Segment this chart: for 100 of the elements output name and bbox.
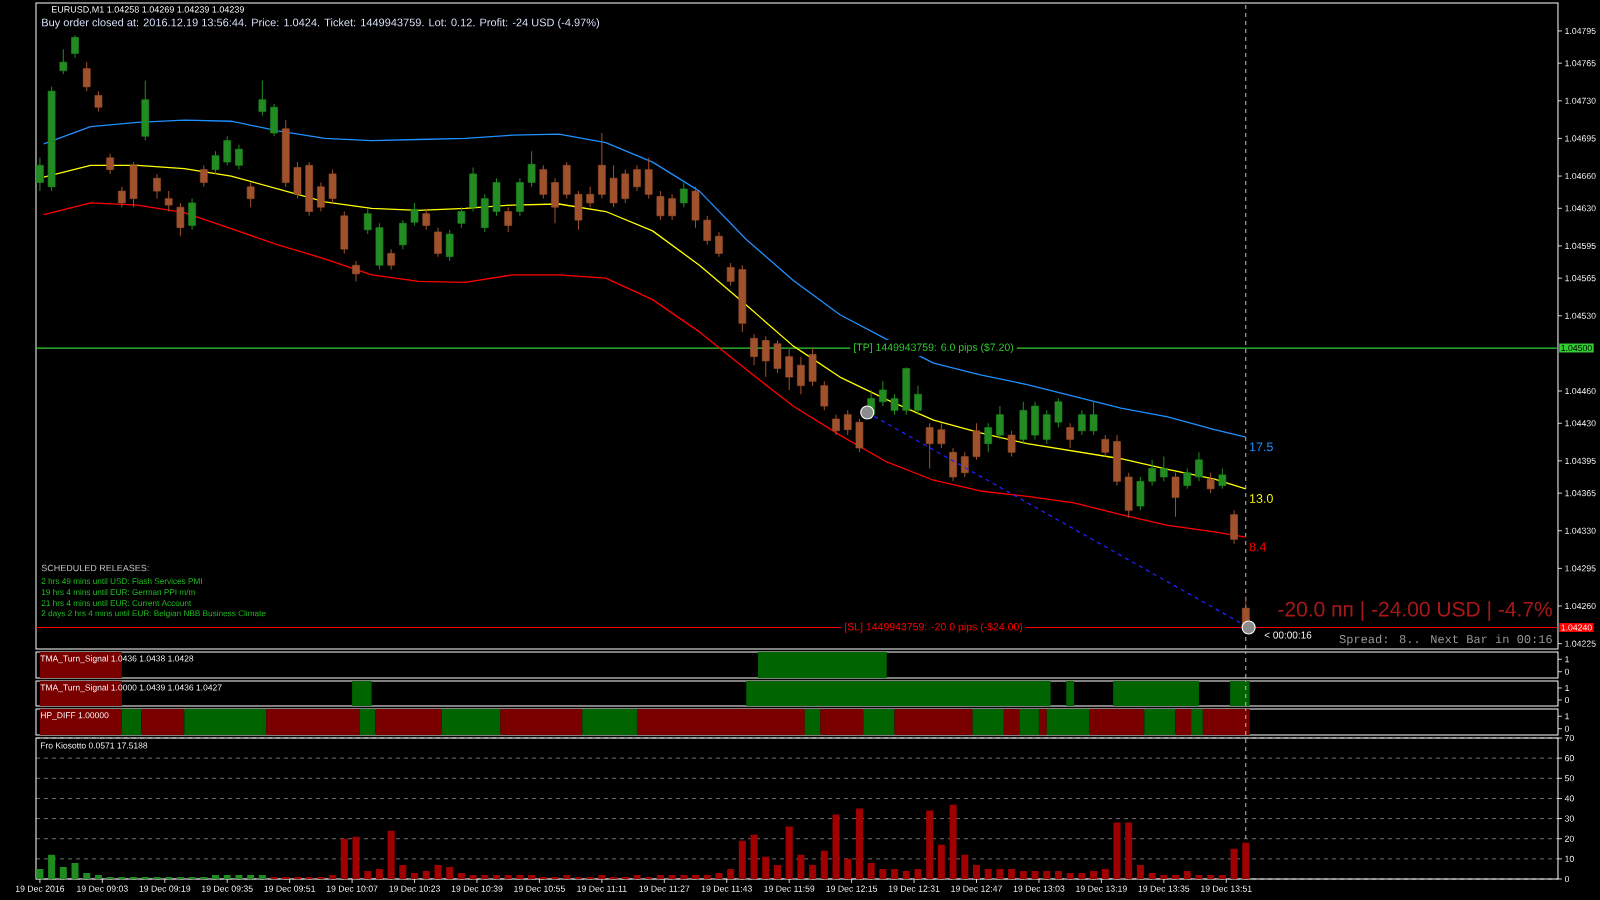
candlestick bbox=[527, 150, 536, 188]
bar bbox=[656, 874, 664, 879]
candlestick bbox=[1101, 434, 1110, 458]
bar bbox=[305, 876, 313, 879]
candlestick bbox=[445, 229, 454, 262]
candlestick bbox=[94, 90, 103, 113]
y-tick-label: 1.04695 bbox=[1565, 135, 1596, 142]
y-tick-label: 60 bbox=[1565, 755, 1574, 762]
y-tick-label: 30 bbox=[1564, 815, 1574, 822]
bar bbox=[867, 862, 875, 879]
candlestick bbox=[937, 422, 946, 449]
bar bbox=[680, 874, 688, 879]
x-tick-label: 19 Dec 12:15 bbox=[826, 885, 878, 892]
bar bbox=[293, 876, 301, 879]
annotation: Spread: 8.. Next Bar in 00:16 bbox=[1339, 634, 1552, 646]
candlestick bbox=[1089, 400, 1098, 436]
bar bbox=[1054, 870, 1062, 879]
y-tick-label: 1.04330 bbox=[1565, 527, 1596, 534]
bar bbox=[961, 854, 969, 879]
y-tick-label: 50 bbox=[1564, 775, 1574, 782]
bar bbox=[83, 872, 91, 879]
bar bbox=[1125, 822, 1133, 879]
candlestick bbox=[843, 409, 852, 436]
bar bbox=[926, 810, 934, 879]
bar bbox=[668, 874, 676, 879]
candlestick bbox=[363, 208, 372, 235]
x-tick-label: 19 Dec 10:07 bbox=[326, 885, 378, 892]
annotation: 13.0 bbox=[1250, 494, 1273, 503]
bar bbox=[727, 868, 735, 879]
bar bbox=[1066, 872, 1074, 879]
y-tick-label: 70 bbox=[1565, 734, 1574, 742]
bar bbox=[949, 804, 957, 879]
y-tick-label: 0 bbox=[1564, 696, 1570, 704]
candlestick bbox=[914, 385, 922, 416]
bar bbox=[1136, 864, 1144, 879]
chart-title: TMA_Turn_Signal 1.0000 1.0439 1.0436 1.0427 bbox=[40, 684, 222, 693]
bar bbox=[1148, 872, 1156, 879]
bar bbox=[71, 862, 79, 879]
y-tick-label: 1.04765 bbox=[1565, 60, 1596, 67]
bar bbox=[1008, 868, 1016, 879]
x-tick-label: 19 Dec 09:03 bbox=[77, 885, 128, 892]
line-series bbox=[43, 202, 1247, 538]
bar bbox=[188, 876, 196, 879]
bar bbox=[645, 876, 653, 879]
bar bbox=[703, 874, 711, 879]
y-tick-label: 0 bbox=[1564, 875, 1570, 883]
candlestick bbox=[1183, 467, 1192, 490]
x-tick-label: 19 Dec 13:03 bbox=[1013, 885, 1065, 892]
candlestick bbox=[82, 61, 91, 92]
ref-line-label: 1.04500 bbox=[1561, 344, 1592, 352]
bar bbox=[809, 864, 817, 879]
chart-title: TMA_Turn_Signal 1.0436 1.0438 1.0428 bbox=[40, 655, 194, 664]
bar bbox=[1195, 874, 1203, 879]
candlestick bbox=[1007, 430, 1016, 458]
bar bbox=[539, 876, 547, 879]
bar bbox=[1090, 870, 1098, 879]
bar bbox=[1113, 822, 1121, 879]
candlestick bbox=[996, 405, 1004, 440]
y-tick-label: 1.04365 bbox=[1565, 490, 1596, 497]
candlestick bbox=[504, 206, 513, 233]
bar bbox=[1160, 874, 1168, 879]
bar bbox=[586, 876, 594, 879]
y-tick-label: 1.04295 bbox=[1565, 565, 1596, 572]
candlestick bbox=[434, 227, 442, 258]
y-tick-label: 0 bbox=[1564, 668, 1570, 675]
bar bbox=[1101, 868, 1109, 879]
bar bbox=[937, 844, 945, 879]
bar bbox=[832, 814, 840, 879]
candlestick bbox=[832, 414, 840, 436]
candlestick bbox=[246, 181, 255, 208]
bar bbox=[141, 876, 149, 879]
candlestick bbox=[118, 186, 126, 208]
bar bbox=[516, 874, 524, 879]
y-tick-label: 1.04565 bbox=[1565, 275, 1596, 282]
bar bbox=[1078, 872, 1086, 879]
x-tick-label: 19 Dec 11:59 bbox=[764, 885, 815, 892]
bar bbox=[130, 876, 138, 879]
candlestick bbox=[199, 164, 208, 188]
bar bbox=[820, 850, 828, 879]
candlestick bbox=[879, 380, 887, 407]
bar bbox=[785, 826, 793, 879]
bar bbox=[153, 876, 161, 879]
y-tick-label: 1.04730 bbox=[1565, 97, 1596, 104]
x-tick-label: 19 Dec 13:35 bbox=[1138, 885, 1190, 892]
candlestick bbox=[1054, 398, 1063, 429]
x-tick-label: 19 Dec 10:55 bbox=[514, 885, 565, 892]
x-tick-label: 19 Dec 10:39 bbox=[451, 885, 503, 892]
candlestick bbox=[164, 190, 173, 213]
ref-line-label: 1.04240 bbox=[1561, 624, 1592, 631]
candlestick bbox=[656, 190, 665, 221]
bar bbox=[1218, 874, 1226, 879]
candlestick bbox=[258, 79, 267, 117]
candlestick bbox=[410, 202, 419, 226]
annotation: SCHEDULED RELEASES: bbox=[41, 564, 149, 572]
bar bbox=[270, 876, 278, 879]
annotation: 21 hrs 4 mins until EUR: Current Account bbox=[41, 599, 192, 606]
candlestick bbox=[586, 186, 594, 208]
candlestick bbox=[703, 215, 712, 246]
bar bbox=[773, 864, 781, 879]
bar bbox=[59, 866, 67, 879]
